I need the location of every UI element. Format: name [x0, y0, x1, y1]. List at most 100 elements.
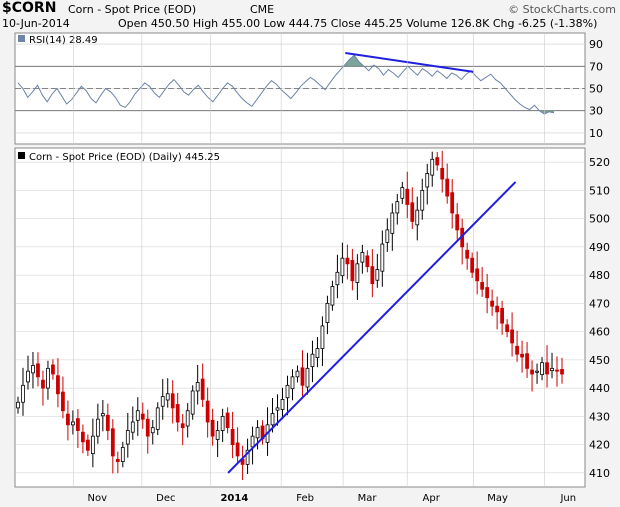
candle-body: [325, 302, 330, 323]
candle-body: [31, 365, 35, 374]
candle-body: [245, 449, 250, 465]
price-tick-label: 420: [589, 439, 610, 452]
candle-body: [545, 362, 549, 375]
candle-body: [275, 407, 280, 411]
candle-body: [505, 324, 509, 333]
exchange-label: CME: [250, 3, 275, 16]
candle-body: [71, 421, 75, 426]
price-tick-label: 480: [589, 269, 610, 282]
candle-body: [425, 173, 430, 188]
date-label: 10-Jun-2014: [2, 17, 70, 30]
price-tick-label: 410: [589, 467, 610, 480]
rsi-tick-label: 10: [589, 127, 603, 140]
rsi-tick-label: 30: [589, 105, 603, 118]
price-tick-label: 500: [589, 213, 610, 226]
candle-body: [415, 209, 420, 226]
price-title: Corn - Spot Price (EOD) (Daily) 445.25: [29, 152, 220, 163]
candle-body: [125, 430, 130, 445]
rsi-series-line: [17, 54, 555, 115]
candle-body: [185, 410, 190, 427]
candle-body: [455, 214, 460, 231]
candle-body: [535, 370, 539, 373]
x-tick-label: Apr: [423, 493, 441, 504]
candle-body: [105, 414, 110, 431]
candle-body: [390, 212, 395, 234]
candle-body: [465, 249, 470, 259]
candle-body: [180, 423, 185, 429]
candle-body: [56, 375, 60, 395]
rsi-tick-label: 90: [589, 38, 603, 51]
candle-body: [510, 329, 514, 344]
candle-body: [140, 413, 145, 420]
candle-body: [550, 367, 554, 372]
candle-body: [85, 439, 90, 451]
candle-body: [430, 158, 435, 176]
rsi-tick-label: 70: [589, 60, 603, 73]
candle-body: [195, 382, 200, 392]
candle-body: [145, 418, 150, 437]
candle-body: [305, 367, 310, 388]
candle-body: [555, 369, 559, 372]
candle-body: [115, 458, 120, 462]
candle-body: [230, 428, 235, 446]
candle-body: [160, 396, 165, 407]
x-tick-label: Mar: [358, 493, 378, 504]
candle-body: [355, 263, 360, 283]
candle-body: [340, 257, 345, 277]
candle-body: [315, 348, 320, 359]
candle-body: [100, 413, 105, 417]
candle-body: [495, 305, 500, 313]
candle-body: [41, 379, 45, 389]
candle-body: [170, 393, 175, 409]
candle-body: [530, 369, 534, 375]
price-tick-label: 440: [589, 382, 610, 395]
price-panel: [14, 147, 586, 488]
rsi-legend-swatch: [18, 35, 25, 42]
candle-body: [135, 410, 140, 421]
candle-body: [365, 255, 370, 268]
candle-body: [80, 431, 85, 443]
candle-body: [470, 257, 475, 273]
candle-body: [400, 187, 405, 199]
candle-body: [525, 353, 529, 369]
candle-body: [255, 427, 260, 439]
brand-label: © StockCharts.com: [508, 3, 616, 16]
candle-body: [46, 367, 50, 389]
candle-body: [150, 427, 155, 434]
price-tick-label: 520: [589, 156, 610, 169]
candle-body: [21, 384, 25, 403]
candle-body: [225, 412, 230, 429]
candle-body: [285, 384, 290, 399]
price-trendline: [227, 181, 517, 474]
candle-body: [330, 286, 335, 306]
candle-body: [385, 229, 390, 243]
x-tick-label: Feb: [296, 493, 314, 504]
candle-body: [295, 370, 300, 378]
candle-body: [540, 362, 544, 375]
candle-body: [405, 188, 410, 205]
candle-body: [205, 400, 210, 423]
candle-body: [26, 370, 30, 383]
candle-body: [395, 201, 400, 214]
candle-body: [480, 282, 485, 290]
candle-body: [420, 189, 425, 211]
price-legend-swatch: [18, 152, 25, 159]
candle-body: [235, 442, 240, 457]
candle-body: [190, 390, 195, 415]
price-tick-label: 460: [589, 326, 610, 339]
candle-body: [335, 271, 340, 286]
candle-body: [490, 300, 495, 307]
price-tick-label: 470: [589, 297, 610, 310]
candle-body: [435, 157, 440, 166]
candle-body: [250, 435, 255, 448]
candle-body: [110, 428, 115, 457]
x-tick-label: Jun: [559, 493, 576, 504]
candle-body: [36, 363, 40, 378]
candle-body: [515, 345, 519, 355]
candle-body: [290, 376, 295, 390]
candle-body: [280, 399, 285, 410]
candle-body: [120, 447, 125, 462]
candle-body: [215, 430, 220, 440]
ohlc-readout: Open 450.50 High 455.00 Low 444.75 Close…: [118, 17, 598, 30]
